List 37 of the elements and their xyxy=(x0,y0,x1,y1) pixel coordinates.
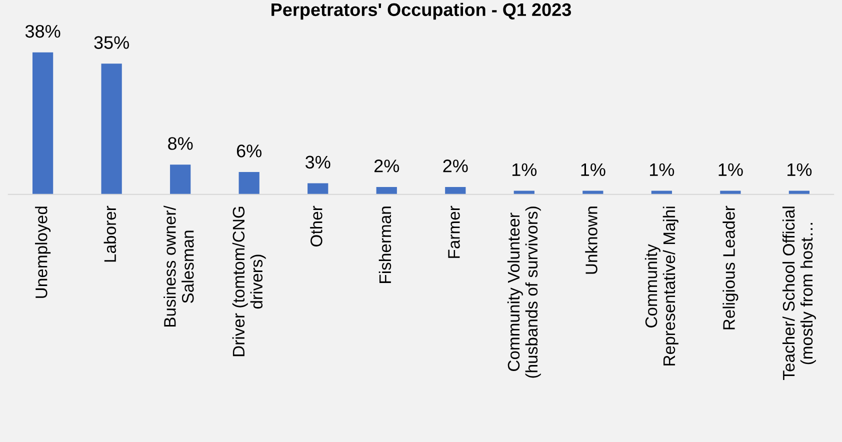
x-tick-label: Teacher/ School Official (mostly from host… xyxy=(782,206,816,380)
bar xyxy=(308,183,328,194)
data-label: 1% xyxy=(718,163,743,176)
bar xyxy=(101,64,122,194)
bar xyxy=(651,190,672,194)
chart-title: Perpetrators' Occupation - Q1 2023 xyxy=(272,2,572,20)
data-label: 35% xyxy=(94,36,129,49)
data-label: 6% xyxy=(236,144,262,158)
x-tick-label: Farmer xyxy=(448,206,460,258)
data-label: 38% xyxy=(25,24,60,38)
x-tick-label: Community Volunteer (husbands of survivors) xyxy=(507,206,541,378)
data-label: 1% xyxy=(581,163,606,176)
data-label: 1% xyxy=(512,163,537,176)
bar xyxy=(32,52,54,194)
bar xyxy=(445,187,466,194)
x-tick-label: Business owner/ Salesman xyxy=(164,206,194,326)
data-label: 8% xyxy=(168,137,193,150)
data-label: 3% xyxy=(305,156,330,169)
data-label: 1% xyxy=(650,163,674,176)
bar xyxy=(170,164,191,194)
x-tick-label: Community Representative/ Majhi xyxy=(644,206,678,366)
x-tick-label: Religious Leader xyxy=(722,206,738,330)
x-tick-label: Unknown xyxy=(585,206,598,274)
x-tick-label: Other xyxy=(310,206,322,246)
data-label: 2% xyxy=(443,160,468,172)
data-label: 1% xyxy=(788,163,812,176)
x-tick-label: Laborer xyxy=(104,206,116,262)
x-tick-label: Fisherman xyxy=(378,206,392,283)
bar xyxy=(376,187,397,194)
x-tick-label: Unemployed xyxy=(35,206,51,298)
x-tick-label: Driver (tomtom/CNG drivers) xyxy=(232,206,266,356)
data-label: 2% xyxy=(374,160,400,172)
bar xyxy=(582,190,604,194)
bar xyxy=(720,190,741,194)
bar xyxy=(238,172,260,194)
bar xyxy=(514,190,534,194)
bar xyxy=(788,190,810,194)
